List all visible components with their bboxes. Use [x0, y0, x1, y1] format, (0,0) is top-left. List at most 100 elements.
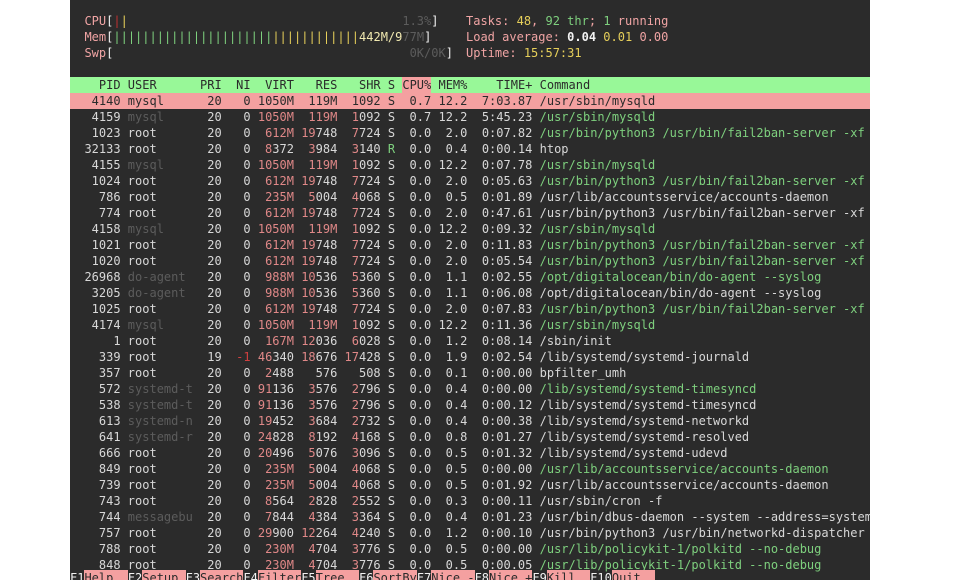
cell-shr: 7724 [351, 126, 381, 140]
cell-time: 0:00.05 [481, 558, 533, 572]
column-command[interactable]: Command [539, 78, 591, 92]
column-pid[interactable]: PID [98, 78, 121, 92]
column-s[interactable]: S [387, 78, 396, 92]
process-row[interactable]: 1025 root 20 0 612M 19748 7724 S 0.0 2.0… [70, 301, 870, 317]
process-row[interactable]: 774 root 20 0 612M 19748 7724 S 0.0 2.0 … [70, 205, 870, 221]
cell-command: /lib/systemd/systemd-udevd [539, 446, 728, 460]
fkey-search[interactable]: F3Search [186, 570, 243, 580]
process-row[interactable]: 1024 root 20 0 612M 19748 7724 S 0.0 2.0… [70, 173, 870, 189]
column-mem[interactable]: MEM% [438, 78, 468, 92]
process-row[interactable]: 357 root 20 0 2488 576 508 S 0.0 0.1 0:0… [70, 365, 870, 381]
fkey-nice[interactable]: F7Nice - [416, 570, 475, 580]
cell-s: S [387, 222, 396, 236]
cell-pid: 1024 [91, 174, 121, 188]
cell-command: /usr/bin/python3 /usr/bin/fail2ban-serve… [539, 126, 865, 140]
process-row[interactable]: 4155 mysql 20 0 1050M 119M 1092 S 0.0 12… [70, 157, 870, 173]
cell-time: 0:00.11 [481, 494, 533, 508]
mem-label: Mem [84, 30, 107, 44]
process-row[interactable]: 26968 do-agent 20 0 988M 10536 5360 S 0.… [70, 269, 870, 285]
process-row[interactable]: 739 root 20 0 235M 5004 4068 S 0.0 0.5 0… [70, 477, 870, 493]
fkey-help[interactable]: F1Help [70, 570, 128, 580]
cell-mem: 0.1 [445, 366, 468, 380]
process-row[interactable]: 848 root 20 0 230M 4704 3776 S 0.0 0.5 0… [70, 557, 870, 573]
cell-cpu: 0.0 [409, 382, 432, 396]
cell-virt: 1050M [257, 94, 294, 108]
cell-time: 0:07.82 [481, 126, 533, 140]
process-row[interactable]: 786 root 20 0 235M 5004 4068 S 0.0 0.5 0… [70, 189, 870, 205]
cell-mem: 2.0 [445, 254, 468, 268]
process-row[interactable]: 4158 mysql 20 0 1050M 119M 1092 S 0.0 12… [70, 221, 870, 237]
process-row[interactable]: 641 systemd-r 20 0 24828 8192 4168 S 0.0… [70, 429, 870, 445]
cell-shr: 4240 [351, 526, 381, 540]
column-shr[interactable]: SHR [358, 78, 381, 92]
process-row[interactable]: 32133 root 20 0 8372 3984 3140 R 0.0 0.4… [70, 141, 870, 157]
fkey-quit[interactable]: F10Quit [590, 570, 656, 580]
fkey-kill[interactable]: F9Kill [532, 570, 591, 580]
cell-user: do-agent [127, 286, 186, 300]
cell-cpu: 0.0 [409, 142, 432, 156]
column-virt[interactable]: VIRT [265, 78, 294, 92]
cell-command: /opt/digitalocean/bin/do-agent --syslog [539, 286, 822, 300]
process-row[interactable]: 744 messagebu 20 0 7844 4384 3364 S 0.0 … [70, 509, 870, 525]
column-ni[interactable]: NI [236, 78, 251, 92]
process-row[interactable]: 1021 root 20 0 612M 19748 7724 S 0.0 2.0… [70, 237, 870, 253]
process-row[interactable]: 572 systemd-t 20 0 91136 3576 2796 S 0.0… [70, 381, 870, 397]
fkey-sortby[interactable]: F6SortBy [359, 570, 417, 580]
cell-mem: 12.2 [438, 318, 468, 332]
cell-pri: 20 [207, 158, 222, 172]
cell-s: S [387, 446, 396, 460]
cell-shr: 4068 [351, 190, 381, 204]
cell-virt: 20496 [257, 446, 294, 460]
process-row[interactable]: 666 root 20 0 20496 5076 3096 S 0.0 0.5 … [70, 445, 870, 461]
cell-virt: 24828 [257, 430, 294, 444]
cell-pri: 20 [207, 190, 222, 204]
cell-ni: 0 [243, 190, 251, 204]
cell-ni: 0 [243, 158, 251, 172]
cell-shr: 6028 [351, 334, 381, 348]
cell-pid: 848 [98, 558, 121, 572]
cell-mem: 1.2 [445, 526, 468, 540]
process-row[interactable]: 743 root 20 0 8564 2828 2552 S 0.0 0.3 0… [70, 493, 870, 509]
cell-command: /usr/lib/accountsservice/accounts-daemon [539, 462, 829, 476]
fkey-nice[interactable]: F8Nice + [475, 570, 532, 580]
cell-res: 4704 [308, 558, 338, 572]
process-row[interactable]: 4140 mysql 20 0 1050M 119M 1092 S 0.7 12… [70, 93, 870, 109]
cell-s: S [387, 382, 396, 396]
process-row[interactable]: 4159 mysql 20 0 1050M 119M 1092 S 0.7 12… [70, 109, 870, 125]
cell-s: S [387, 238, 396, 252]
column-res[interactable]: RES [315, 78, 338, 92]
process-row[interactable]: 757 root 20 0 29900 12264 4240 S 0.0 1.2… [70, 525, 870, 541]
fkey-tree[interactable]: F5Tree [301, 570, 359, 580]
process-row[interactable]: 1020 root 20 0 612M 19748 7724 S 0.0 2.0… [70, 253, 870, 269]
cell-time: 0:00.00 [481, 366, 533, 380]
cell-time: 0:47.61 [481, 206, 533, 220]
cell-user: root [127, 350, 157, 364]
cell-pri: 20 [207, 222, 222, 236]
cell-virt: 91136 [257, 382, 294, 396]
process-row[interactable]: 1 root 20 0 167M 12036 6028 S 0.0 1.2 0:… [70, 333, 870, 349]
process-row[interactable]: 849 root 20 0 235M 5004 4068 S 0.0 0.5 0… [70, 461, 870, 477]
process-row[interactable]: 613 systemd-n 20 0 19452 3684 2732 S 0.0… [70, 413, 870, 429]
fkey-filter[interactable]: F4Filter [243, 570, 301, 580]
process-row[interactable]: 4174 mysql 20 0 1050M 119M 1092 S 0.0 12… [70, 317, 870, 333]
fkey-code: F7 [416, 571, 432, 580]
cell-pri: 20 [207, 366, 222, 380]
cell-ni: 0 [243, 334, 251, 348]
cell-time: 0:00.00 [481, 382, 533, 396]
cell-cpu: 0.0 [409, 414, 432, 428]
process-row[interactable]: 1023 root 20 0 612M 19748 7724 S 0.0 2.0… [70, 125, 870, 141]
cell-mem: 0.5 [445, 558, 468, 572]
process-row[interactable]: 538 systemd-t 20 0 91136 3576 2796 S 0.0… [70, 397, 870, 413]
cell-shr: 2796 [351, 398, 381, 412]
column-time[interactable]: TIME+ [496, 78, 533, 92]
process-row[interactable]: 339 root 19 -1 46340 18676 17428 S 0.0 1… [70, 349, 870, 365]
fkey-setup[interactable]: F2Setup [128, 570, 186, 580]
process-row[interactable]: 3205 do-agent 20 0 988M 10536 5360 S 0.0… [70, 285, 870, 301]
column-cpu[interactable]: CPU% [402, 77, 432, 93]
column-user[interactable]: USER [127, 78, 157, 92]
cell-virt: 1050M [257, 110, 294, 124]
column-pri[interactable]: PRI [200, 78, 222, 92]
process-row[interactable]: 788 root 20 0 230M 4704 3776 S 0.0 0.5 0… [70, 541, 870, 557]
fkey-label: Search [200, 570, 243, 580]
cell-time: 5:45.23 [481, 110, 533, 124]
